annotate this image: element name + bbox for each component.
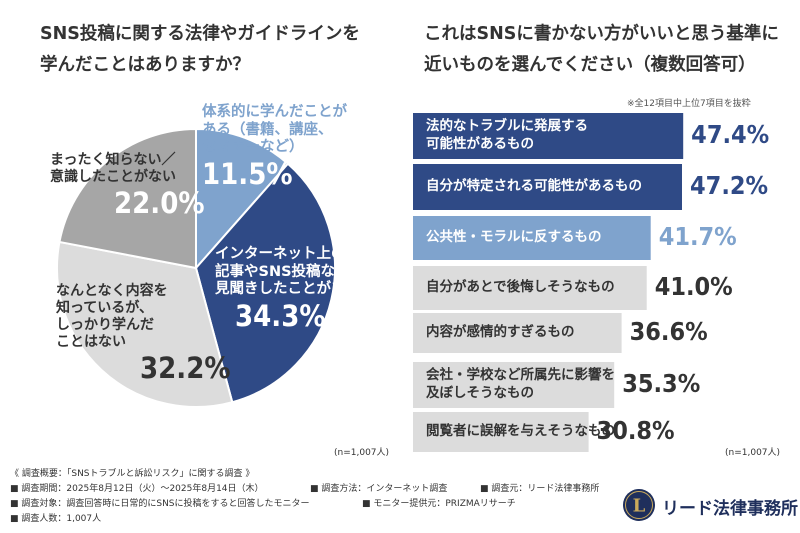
bar-label-public-morals: 公共性・モラルに反するもの [426, 229, 602, 247]
pie-slice-label-unaware: まったく知らない／ 意識したことがない 22.0% [50, 152, 205, 221]
bar-affiliation-impact [413, 362, 615, 408]
survey-provider: ■ モニター提供元：PRIZMAリサーチ [362, 499, 516, 509]
pie-slice-vaguely [56, 240, 234, 408]
survey-period: ■ 調査期間：2025年8月12日（火）～2025年8月14日（木） [10, 484, 264, 494]
bar-value-legal-trouble: 47.4% [691, 120, 770, 149]
bar-legal-trouble [413, 113, 684, 159]
pie-value-unaware: 22.0% [114, 186, 205, 221]
bar-label-misleading: 閲覧者に誤解を与えそうなもの [426, 423, 615, 441]
bar-label-regret-later: 自分があとで後悔しそうなもの [426, 279, 615, 297]
survey-count: ■ 調査人数：1,007人 [10, 514, 102, 524]
bar-regret-later [413, 266, 647, 310]
bar-value-too-emotional: 36.6% [629, 317, 708, 346]
pie-slice-label-internet: インターネット上の 記事やSNS投稿などで 見聞きしたことがある 34.3% [215, 246, 364, 334]
law-firm-logo-icon: L [623, 489, 655, 521]
bar-value-misleading: 30.8% [596, 416, 675, 445]
bar-label-affiliation-impact: 会社・学校など所属先に影響を 及ぼしそうなもの [426, 367, 615, 402]
survey-footer: 《 調査概要：「SNSトラブルと訴訟リスク」に関する調査 》 ■ 調査期間：20… [10, 467, 599, 527]
left-title-line-2: 学んだことはありますか？ [40, 55, 250, 75]
left-chart-title: SNS投稿に関する法律やガイドラインを 学んだことはありますか？ [40, 19, 360, 81]
pie-value-systematic: 11.5% [202, 157, 293, 192]
bar-label-identifiable: 自分が特定される可能性があるもの [426, 178, 642, 196]
pie-slice-internet [194, 162, 336, 404]
bar-label-legal-trouble: 法的なトラブルに発展する 可能性があるもの [426, 118, 588, 153]
bar-label-line: 自分が特定される可能性があるもの [426, 178, 642, 195]
footer-row-3: ■ 調査人数：1,007人 [10, 512, 599, 527]
bar-chart-note: ※全12項目中上位7項目を抜粋 [627, 99, 751, 109]
bar-label-line: 内容が感情的すぎるもの [426, 324, 575, 341]
law-firm-name: リード法律事務所 [662, 499, 798, 519]
survey-source: ■ 調査元：リード法律事務所 [480, 484, 600, 494]
right-title-line-1: これはSNSに書かない方がいいと思う基準に [424, 24, 779, 44]
footer-row-1: ■ 調査期間：2025年8月12日（火）～2025年8月14日（木） ■ 調査方法… [10, 482, 599, 497]
footer-row-2: ■ 調査対象：調査回答時に日常的にSNSに投稿をすると回答したモニター ■ モニタ… [10, 497, 599, 512]
bar-value-identifiable: 47.2% [690, 171, 769, 200]
survey-target: ■ 調査対象：調査回答時に日常的にSNSに投稿をすると回答したモニター [10, 499, 310, 509]
svg-text:L: L [633, 496, 646, 517]
bar-value-public-morals: 41.7% [658, 222, 737, 251]
bar-too-emotional [413, 313, 622, 353]
pie-value-vaguely: 32.2% [140, 351, 231, 385]
bar-label-line: 可能性があるもの [426, 135, 534, 152]
bar-label-line: 閲覧者に誤解を与えそうなもの [426, 423, 615, 440]
bar-label-line: 法的なトラブルに発展する [426, 118, 588, 135]
law-firm-logo: L リード法律事務所 [622, 488, 798, 524]
bar-public-morals [413, 216, 651, 260]
bar-misleading [413, 412, 589, 452]
bar-label-line: 会社・学校など所属先に影響を [426, 367, 615, 384]
bar-identifiable [413, 164, 682, 210]
survey-title: 《 調査概要：「SNSトラブルと訴訟リスク」に関する調査 》 [10, 469, 255, 479]
right-n-label: (n=1,007人) [725, 448, 781, 458]
survey-method: ■ 調査方法：インターネット調査 [310, 484, 448, 494]
pie-slice-label-systematic: 体系的に学んだことが ある（書籍、講座、 セミナーなど） 11.5% [202, 104, 347, 192]
pie-slice-unaware [58, 127, 197, 270]
left-n-label: (n=1,007人) [334, 448, 390, 458]
bar-label-line: 及ぼしそうなもの [426, 384, 534, 401]
left-title-line-1: SNS投稿に関する法律やガイドラインを [40, 24, 360, 44]
pie-slice-systematic [195, 127, 290, 271]
bar-label-line: 自分があとで後悔しそうなもの [426, 279, 615, 296]
pie-value-internet: 34.3% [235, 299, 326, 334]
bar-label-line: 公共性・モラルに反するもの [426, 229, 602, 246]
bar-value-affiliation-impact: 35.3% [622, 369, 701, 398]
pie-slice-label-vaguely: なんとなく内容を 知っているが、 しっかり学んだ ことはない [56, 283, 168, 351]
right-chart-title: これはSNSに書かない方がいいと思う基準に 近いものを選んでください（複数回答可… [424, 19, 779, 81]
bar-value-regret-later: 41.0% [654, 272, 733, 301]
right-title-line-2: 近いものを選んでください（複数回答可） [424, 55, 756, 75]
bar-label-too-emotional: 内容が感情的すぎるもの [426, 324, 575, 342]
